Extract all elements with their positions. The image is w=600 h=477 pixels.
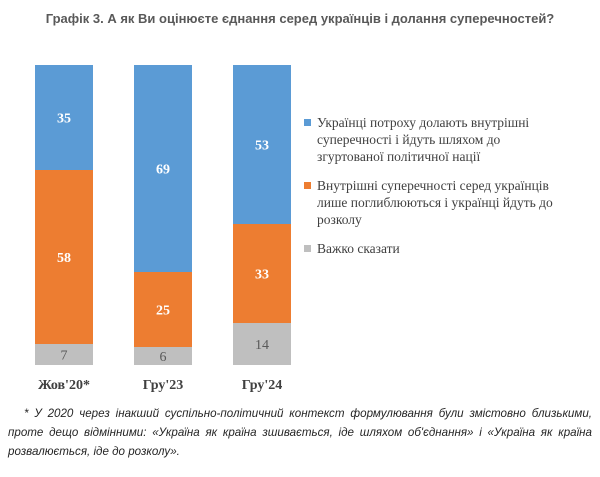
legend-swatch [304,119,311,126]
data-label-1-1: 25 [156,304,170,319]
legend-swatch [304,245,311,252]
data-label-0-0: 7 [61,349,68,364]
bar-segment-1-1 [134,272,192,347]
bar-segment-0-1 [35,170,93,344]
x-tick-label-0: Жов'20* [38,378,90,393]
bar-segment-2-2 [233,65,291,224]
legend-swatch [304,182,311,189]
legend-label: Українці потроху долають внутрішні супер… [317,115,530,164]
chart-title: Графік 3. А як Ви оцінюєте єднання серед… [45,11,555,26]
data-label-2-0: 14 [255,338,269,353]
legend-item-1: Внутрішні суперечності серед українців л… [304,177,594,228]
bar-segment-1-0 [134,347,192,365]
x-tick-label-2: Гру'24 [242,378,283,393]
data-label-2-2: 53 [255,139,269,154]
data-label-0-2: 35 [57,112,71,127]
x-tick-label-1: Гру'23 [143,378,184,393]
data-label-2-1: 33 [255,268,269,283]
legend-label: Важко сказати [317,241,400,256]
data-label-1-0: 6 [160,350,167,365]
data-label-0-1: 58 [57,251,71,266]
legend-item-2: Важко сказати [304,240,594,257]
legend: Українці потроху долають внутрішні супер… [304,114,594,269]
bar-segment-0-2 [35,65,93,170]
stacked-bar-chart: 7 58 35 Жов'20* 6 25 69 Гру'23 14 33 53 Гру'24 [35,65,291,393]
data-label-1-2: 69 [156,163,170,178]
bar-segment-2-0 [233,323,291,365]
footnote: * У 2020 через інакший суспільно-політич… [8,407,592,458]
legend-item-0: Українці потроху долають внутрішні супер… [304,114,594,165]
bar-segment-0-0 [35,344,93,365]
legend-label: Внутрішні суперечності серед українців л… [317,178,553,227]
bar-segment-1-2 [134,65,192,272]
bar-segment-2-1 [233,224,291,323]
